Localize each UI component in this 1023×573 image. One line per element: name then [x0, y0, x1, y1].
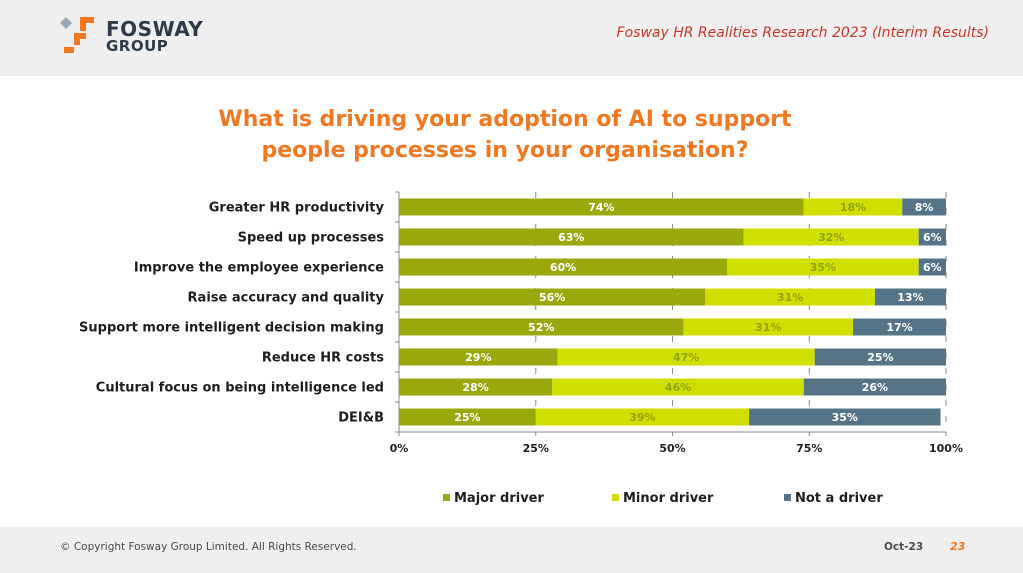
data-label-not-0: 8% — [915, 201, 934, 214]
data-label-minor-1: 32% — [818, 231, 844, 244]
data-label-minor-2: 35% — [810, 261, 836, 274]
bar-major-2 — [399, 258, 728, 276]
legend-label-major: Major driver — [454, 491, 544, 506]
data-label-major-3: 56% — [539, 291, 565, 304]
legend-label-not: Not a driver — [795, 491, 883, 506]
bar-major-6 — [399, 378, 553, 396]
data-label-major-2: 60% — [550, 261, 576, 274]
data-label-major-1: 63% — [558, 231, 584, 244]
legend-swatch-major — [443, 494, 450, 501]
bar-major-3 — [399, 288, 706, 306]
chart-title: What is driving your adoption of AI to s… — [180, 104, 830, 166]
bar-major-0 — [399, 198, 804, 216]
category-label-4: Support more intelligent decision making — [79, 321, 384, 336]
brand-subname: GROUP — [106, 37, 169, 55]
category-label-3: Raise accuracy and quality — [188, 291, 385, 306]
legend-swatch-not — [784, 494, 791, 501]
data-label-not-6: 26% — [862, 381, 888, 394]
data-label-not-4: 17% — [886, 321, 912, 334]
bar-major-5 — [399, 348, 558, 366]
stacked-bar-chart: 0% 25% 50% 75% 100% Greater HR productivity 74… — [79, 191, 963, 506]
data-label-major-5: 29% — [465, 351, 491, 364]
bar-major-1 — [399, 228, 744, 246]
data-label-not-1: 6% — [923, 231, 942, 244]
data-label-not-2: 6% — [923, 261, 942, 274]
fosway-logo-icon — [60, 17, 94, 53]
footer-date: Oct-23 — [884, 541, 924, 553]
bar-major-7 — [399, 408, 536, 426]
data-label-minor-6: 46% — [665, 381, 691, 394]
bar-minor-2 — [727, 258, 919, 276]
category-label-6: Cultural focus on being intelligence led — [96, 381, 384, 396]
category-label-7: DEI&B — [338, 411, 384, 426]
x-tick-label-3: 75% — [796, 442, 822, 455]
data-label-major-7: 25% — [454, 411, 480, 424]
data-label-minor-7: 39% — [629, 411, 655, 424]
data-label-not-5: 25% — [867, 351, 893, 364]
footer-band — [0, 527, 1023, 573]
data-label-not-7: 35% — [832, 411, 858, 424]
bar-not-7 — [749, 408, 941, 426]
bar-minor-4 — [683, 318, 854, 336]
x-tick-label-2: 50% — [659, 442, 685, 455]
bar-not-6 — [803, 378, 946, 396]
copyright-notice: © Copyright Fosway Group Limited. All Ri… — [60, 541, 357, 553]
bar-minor-7 — [535, 408, 750, 426]
data-label-major-4: 52% — [528, 321, 554, 334]
data-label-minor-5: 47% — [673, 351, 699, 364]
bar-minor-6 — [552, 378, 804, 396]
bar-not-2 — [918, 258, 946, 276]
header-band — [0, 0, 1023, 76]
category-label-5: Reduce HR costs — [262, 351, 384, 366]
legend-label-minor: Minor driver — [623, 491, 714, 506]
bar-not-5 — [814, 348, 946, 366]
data-label-minor-0: 18% — [840, 201, 866, 214]
x-tick-label-4: 100% — [929, 442, 963, 455]
x-tick-label-1: 25% — [523, 442, 549, 455]
chart-title-line-1: What is driving your adoption of AI to s… — [218, 107, 792, 132]
bar-not-1 — [918, 228, 946, 246]
page-number: 23 — [950, 540, 966, 553]
chart-title-line-2: people processes in your organisation? — [261, 138, 749, 163]
bar-not-3 — [874, 288, 946, 306]
data-label-minor-4: 31% — [755, 321, 781, 334]
data-label-not-3: 13% — [897, 291, 923, 304]
bar-not-4 — [853, 318, 946, 336]
bar-not-0 — [902, 198, 946, 216]
fosway-logo[interactable]: FOSWAY GROUP — [60, 15, 204, 59]
bar-major-4 — [399, 318, 684, 336]
data-label-minor-3: 31% — [777, 291, 803, 304]
bar-minor-3 — [705, 288, 875, 306]
x-tick-label-0: 0% — [390, 442, 409, 455]
data-label-major-0: 74% — [588, 201, 614, 214]
bar-minor-1 — [743, 228, 919, 246]
brand-name: FOSWAY — [106, 17, 204, 41]
bar-minor-5 — [557, 348, 815, 366]
category-label-1: Speed up processes — [238, 231, 385, 246]
bar-minor-0 — [803, 198, 903, 216]
research-title: Fosway HR Realities Research 2023 (Inter… — [616, 25, 989, 41]
category-label-0: Greater HR productivity — [209, 201, 385, 216]
data-label-major-6: 28% — [462, 381, 488, 394]
legend-swatch-minor — [612, 494, 619, 501]
category-label-2: Improve the employee experience — [134, 261, 384, 276]
